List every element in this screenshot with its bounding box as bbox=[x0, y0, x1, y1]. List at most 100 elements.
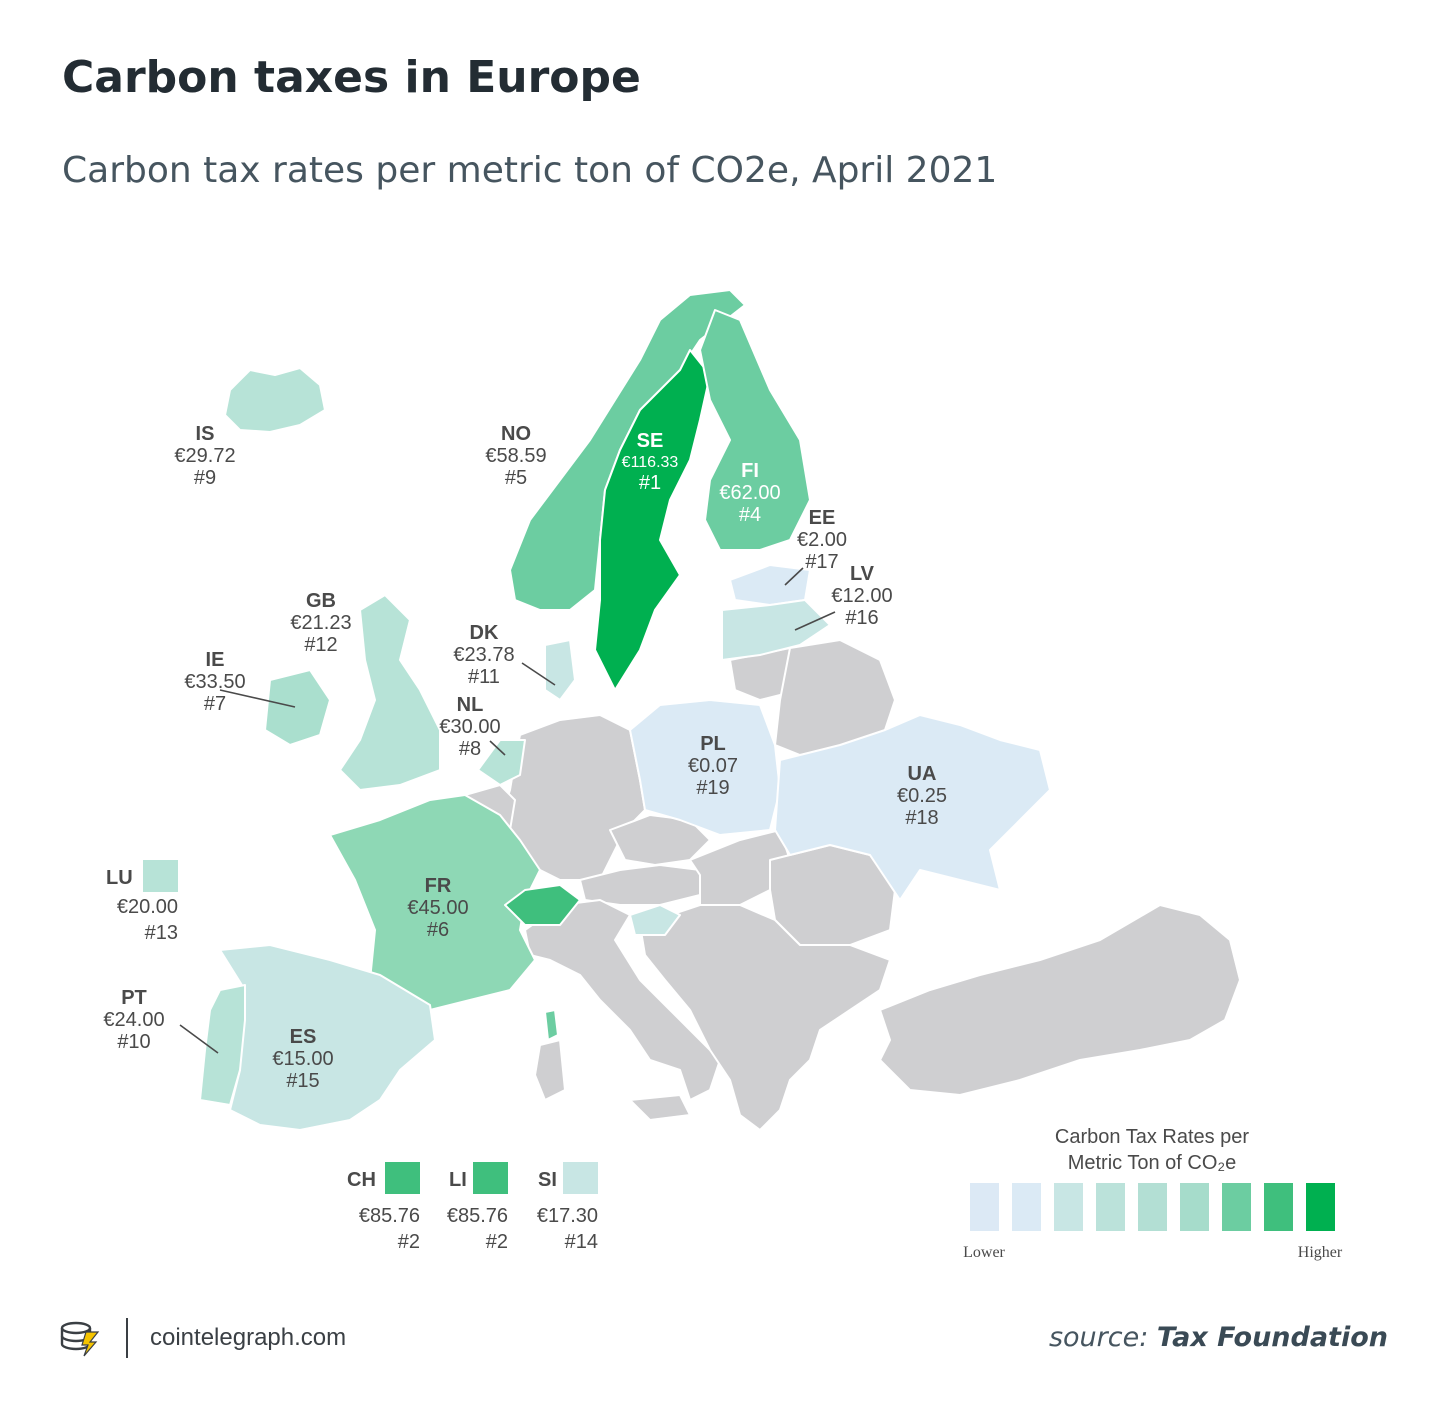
rate-ua: €0.25 bbox=[897, 785, 947, 807]
rate-si: €17.30 bbox=[537, 1205, 598, 1227]
label-gb: GB €21.23 #12 bbox=[290, 590, 351, 656]
legend-swatch-8 bbox=[1264, 1183, 1293, 1231]
swatch-ch bbox=[385, 1162, 420, 1194]
label-fi: FI €62.00 #4 bbox=[719, 460, 780, 526]
legend-low-label: Lower bbox=[963, 1244, 1005, 1261]
legend: Carbon Tax Rates per Metric Ton of CO₂e … bbox=[963, 1126, 1343, 1261]
footer-source: source: Tax Foundation bbox=[1049, 1322, 1388, 1353]
rate-pt: €24.00 bbox=[103, 1009, 164, 1031]
rank-fr: #6 bbox=[427, 919, 449, 941]
code-se: SE bbox=[637, 430, 664, 452]
code-si: SI bbox=[538, 1169, 557, 1191]
rank-lv: #16 bbox=[845, 607, 878, 629]
code-nl: NL bbox=[457, 694, 484, 716]
region-ch bbox=[504, 884, 581, 926]
swatch-li bbox=[473, 1162, 508, 1194]
label-fr: FR €45.00 #6 bbox=[407, 875, 468, 941]
rank-si: #14 bbox=[565, 1231, 598, 1253]
region-sicily bbox=[629, 1094, 691, 1121]
code-fi: FI bbox=[741, 460, 759, 482]
legend-swatch-1 bbox=[970, 1183, 999, 1231]
legend-high-label: Higher bbox=[1298, 1244, 1343, 1261]
code-lv: LV bbox=[850, 563, 875, 585]
code-no: NO bbox=[501, 423, 531, 445]
rate-ch: €85.76 bbox=[359, 1205, 420, 1227]
region-no bbox=[509, 289, 746, 611]
label-nl: NL €30.00 #8 bbox=[439, 694, 500, 760]
region-czechia bbox=[609, 814, 711, 866]
legend-title-line1: Carbon Tax Rates per bbox=[1055, 1126, 1250, 1148]
legend-title-line2: Metric Ton of CO₂e bbox=[1068, 1152, 1237, 1174]
label-lv: LV €12.00 #16 bbox=[831, 563, 892, 629]
label-pl: PL €0.07 #19 bbox=[688, 733, 738, 799]
label-ie: IE €33.50 #7 bbox=[184, 649, 245, 715]
rank-fi: #4 bbox=[739, 504, 761, 526]
footer-source-name: Tax Foundation bbox=[1156, 1322, 1388, 1353]
europe-map: IS €29.72 #9 NO €58.59 #5 SE €116.33 #1 FI €62.… bbox=[103, 289, 1343, 1261]
legend-swatch-3 bbox=[1054, 1183, 1083, 1231]
region-is bbox=[224, 367, 326, 433]
rate-fi: €62.00 bbox=[719, 482, 780, 504]
label-no: NO €58.59 #5 bbox=[485, 423, 546, 489]
rank-es: #15 bbox=[286, 1070, 319, 1092]
code-es: ES bbox=[290, 1026, 317, 1048]
code-fr: FR bbox=[425, 875, 452, 897]
region-lv bbox=[721, 599, 831, 661]
code-ee: EE bbox=[809, 507, 836, 529]
label-dk: DK €23.78 #11 bbox=[453, 622, 514, 688]
legend-swatch-2 bbox=[1012, 1183, 1041, 1231]
rate-gb: €21.23 bbox=[290, 612, 351, 634]
rank-se: #1 bbox=[639, 472, 661, 494]
footer-site[interactable]: cointelegraph.com bbox=[150, 1324, 347, 1351]
region-ua bbox=[774, 714, 1051, 901]
footer-source-prefix: source: bbox=[1048, 1322, 1149, 1353]
region-ie bbox=[264, 669, 331, 746]
region-pt bbox=[199, 984, 246, 1106]
cointelegraph-logo-icon bbox=[60, 1321, 100, 1357]
rate-pl: €0.07 bbox=[688, 755, 738, 777]
footer-separator bbox=[126, 1318, 128, 1358]
code-ua: UA bbox=[908, 763, 937, 785]
rate-dk: €23.78 bbox=[453, 644, 514, 666]
code-li: LI bbox=[449, 1169, 467, 1191]
region-gb bbox=[339, 594, 441, 791]
legend-swatch-6 bbox=[1180, 1183, 1209, 1231]
code-pl: PL bbox=[700, 733, 726, 755]
code-ch: CH bbox=[347, 1169, 376, 1191]
swatch-si bbox=[563, 1162, 598, 1194]
rank-no: #5 bbox=[505, 467, 527, 489]
region-fi bbox=[699, 309, 811, 551]
code-is: IS bbox=[196, 423, 215, 445]
region-ee bbox=[729, 564, 811, 606]
page-subtitle: Carbon tax rates per metric ton of CO2e,… bbox=[62, 150, 998, 191]
legend-swatch-4 bbox=[1096, 1183, 1125, 1231]
code-lu: LU bbox=[106, 867, 133, 889]
rank-pl: #19 bbox=[696, 777, 729, 799]
label-es: ES €15.00 #15 bbox=[272, 1026, 333, 1092]
label-se: SE €116.33 #1 bbox=[622, 430, 679, 494]
legend-swatch-7 bbox=[1222, 1183, 1251, 1231]
region-si bbox=[629, 904, 681, 936]
rate-li: €85.76 bbox=[447, 1205, 508, 1227]
region-dk bbox=[544, 639, 576, 701]
rate-is: €29.72 bbox=[174, 445, 235, 467]
region-pl bbox=[629, 699, 781, 836]
rate-lu: €20.00 bbox=[117, 896, 178, 918]
region-turkey bbox=[879, 904, 1241, 1096]
label-ee: EE €2.00 #17 bbox=[797, 507, 847, 573]
region-corsica bbox=[544, 1009, 559, 1041]
rank-li: #2 bbox=[486, 1231, 508, 1253]
label-ua: UA €0.25 #18 bbox=[897, 763, 947, 829]
rank-pt: #10 bbox=[117, 1031, 150, 1053]
region-nl bbox=[477, 739, 526, 786]
rank-ee: #17 bbox=[805, 551, 838, 573]
rate-ee: €2.00 bbox=[797, 529, 847, 551]
page-title: Carbon taxes in Europe bbox=[62, 52, 641, 103]
region-balkans bbox=[639, 904, 891, 1131]
code-pt: PT bbox=[121, 987, 147, 1009]
code-dk: DK bbox=[470, 622, 499, 644]
region-se bbox=[594, 349, 711, 691]
region-sardinia bbox=[534, 1039, 566, 1101]
code-ie: IE bbox=[206, 649, 225, 671]
rate-ie: €33.50 bbox=[184, 671, 245, 693]
